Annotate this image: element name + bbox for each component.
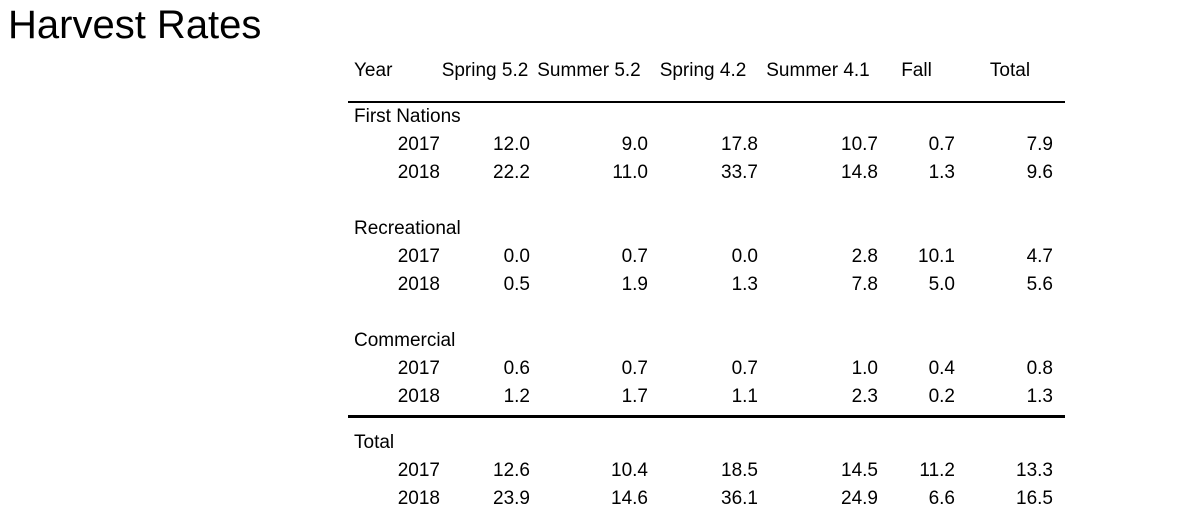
value-cell: 10.4: [611, 460, 648, 481]
column-header-fall: Fall: [878, 56, 955, 103]
column-header-total: Total: [955, 56, 1065, 103]
section-spacer: [348, 187, 1065, 215]
column-header-summer-5-2: Summer 5.2: [530, 56, 648, 103]
value-cell: 14.6: [611, 488, 648, 509]
year-cell: 2018: [397, 274, 440, 295]
value-cell: 6.6: [928, 488, 955, 509]
value-cell: 9.0: [621, 134, 648, 155]
section-spacer: [348, 299, 1065, 327]
table-row: 2018 22.2 11.0 33.7 14.8 1.3 9.6: [348, 159, 1065, 187]
value-cell: 1.7: [621, 386, 648, 407]
value-cell: 0.4: [928, 358, 955, 379]
column-header-spring-4-2: Spring 4.2: [648, 56, 758, 103]
value-cell: 0.5: [503, 274, 530, 295]
section-label-row: First Nations: [348, 102, 1065, 131]
year-cell: 2017: [397, 358, 440, 379]
value-cell: 12.0: [493, 134, 530, 155]
year-cell: 2018: [397, 488, 440, 509]
column-header-summer-4-1: Summer 4.1: [758, 56, 878, 103]
year-cell: 2018: [397, 162, 440, 183]
table-row: 2017 12.6 10.4 18.5 14.5 11.2 13.3: [348, 457, 1065, 485]
thick-rule: [348, 414, 1065, 429]
value-cell: 1.9: [621, 274, 648, 295]
table-header: Year Spring 5.2 Summer 5.2 Spring 4.2 Su…: [348, 56, 1065, 103]
value-cell: 0.0: [731, 246, 758, 267]
value-cell: 0.8: [1026, 358, 1053, 379]
value-cell: 11.0: [612, 162, 648, 183]
table-row: 2018 1.2 1.7 1.1 2.3 0.2 1.3: [348, 383, 1065, 411]
table-body: First Nations 2017 12.0 9.0 17.8 10.7 0.7 7.9 20…: [348, 102, 1065, 513]
section-label: Commercial: [354, 330, 456, 351]
value-cell: 0.0: [503, 246, 530, 267]
section-spacer: [348, 187, 1065, 215]
table-row: 2017 0.6 0.7 0.7 1.0 0.4 0.8: [348, 355, 1065, 383]
value-cell: 0.6: [503, 358, 530, 379]
table-row: 2018 23.9 14.6 36.1 24.9 6.6 16.5: [348, 485, 1065, 513]
year-cell: 2017: [397, 134, 440, 155]
value-cell: 2.8: [851, 246, 878, 267]
section-spacer: [348, 299, 1065, 327]
value-cell: 14.8: [841, 162, 878, 183]
value-cell: 1.1: [731, 386, 758, 407]
value-cell: 11.2: [919, 460, 955, 481]
page-title: Harvest Rates: [8, 3, 262, 47]
value-cell: 36.1: [721, 488, 758, 509]
section-label-row: Recreational: [348, 215, 1065, 243]
value-cell: 33.7: [721, 162, 758, 183]
thick-rule: [348, 414, 1065, 429]
value-cell: 24.9: [841, 488, 878, 509]
value-cell: 13.3: [1016, 460, 1053, 481]
year-cell: 2018: [397, 386, 440, 407]
value-cell: 7.9: [1026, 134, 1053, 155]
value-cell: 0.7: [621, 246, 648, 267]
harvest-rates-table: Year Spring 5.2 Summer 5.2 Spring 4.2 Su…: [348, 56, 1065, 513]
year-cell: 2017: [397, 246, 440, 267]
value-cell: 1.3: [1026, 386, 1053, 407]
value-cell: 1.3: [928, 162, 955, 183]
value-cell: 23.9: [493, 488, 530, 509]
value-cell: 0.7: [731, 358, 758, 379]
value-cell: 2.3: [851, 386, 878, 407]
harvest-rates-table-container: Year Spring 5.2 Summer 5.2 Spring 4.2 Su…: [348, 56, 1065, 513]
value-cell: 22.2: [493, 162, 530, 183]
value-cell: 9.6: [1026, 162, 1053, 183]
table-row: 2018 0.5 1.9 1.3 7.8 5.0 5.6: [348, 271, 1065, 299]
value-cell: 1.3: [731, 274, 758, 295]
value-cell: 5.0: [928, 274, 955, 295]
column-header-spring-5-2: Spring 5.2: [440, 56, 530, 103]
value-cell: 17.8: [721, 134, 758, 155]
value-cell: 5.6: [1026, 274, 1053, 295]
section-label-row: Total: [348, 429, 1065, 457]
value-cell: 1.2: [503, 386, 530, 407]
column-header-year: Year: [348, 56, 440, 103]
value-cell: 0.7: [928, 134, 955, 155]
table-row: 2017 12.0 9.0 17.8 10.7 0.7 7.9: [348, 131, 1065, 159]
value-cell: 16.5: [1016, 488, 1053, 509]
value-cell: 10.7: [841, 134, 878, 155]
value-cell: 1.0: [851, 358, 878, 379]
value-cell: 18.5: [721, 460, 758, 481]
section-label: Total: [354, 432, 395, 453]
value-cell: 14.5: [841, 460, 878, 481]
section-label: Recreational: [354, 218, 461, 239]
value-cell: 0.7: [621, 358, 648, 379]
value-cell: 10.1: [918, 246, 955, 267]
value-cell: 4.7: [1026, 246, 1053, 267]
value-cell: 0.2: [928, 386, 955, 407]
value-cell: 7.8: [851, 274, 878, 295]
section-label-row: Commercial: [348, 327, 1065, 355]
header-row: Year Spring 5.2 Summer 5.2 Spring 4.2 Su…: [348, 56, 1065, 103]
value-cell: 12.6: [493, 460, 530, 481]
table-row: 2017 0.0 0.7 0.0 2.8 10.1 4.7: [348, 243, 1065, 271]
section-label: First Nations: [354, 106, 461, 127]
year-cell: 2017: [397, 460, 440, 481]
